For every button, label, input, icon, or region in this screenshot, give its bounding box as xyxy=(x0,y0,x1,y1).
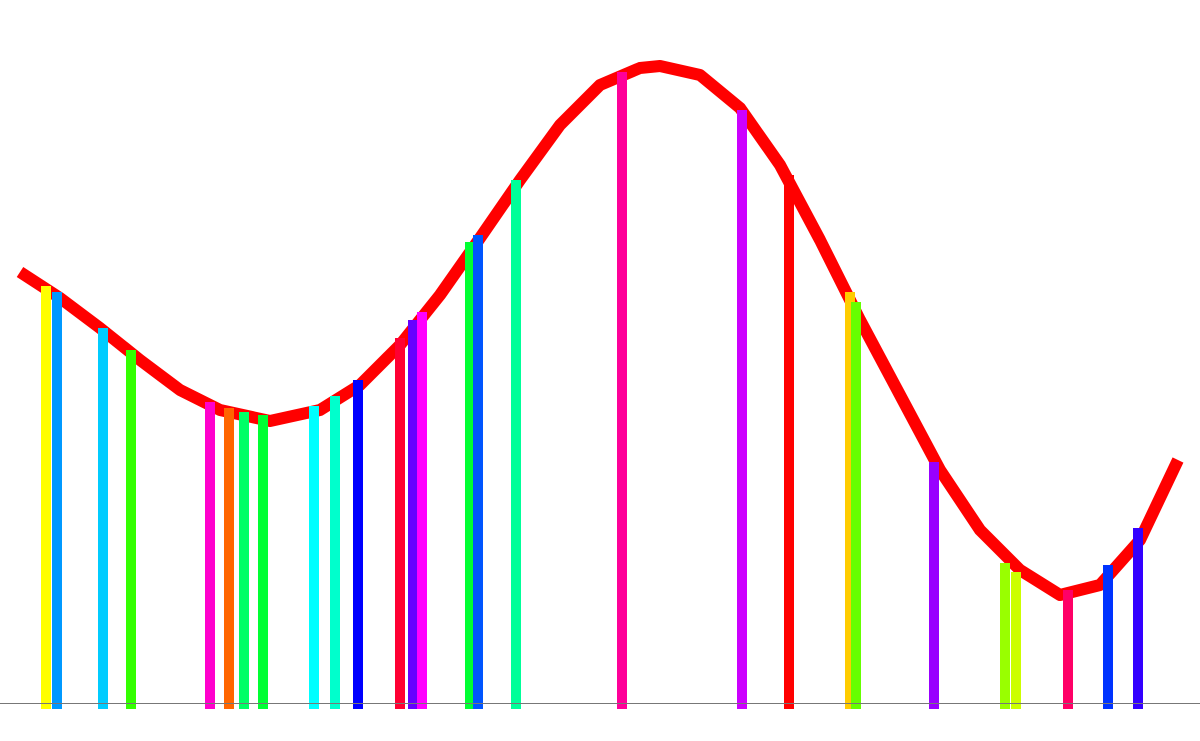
bar xyxy=(395,338,405,709)
bar xyxy=(1000,563,1010,709)
bar xyxy=(1011,572,1021,709)
bar xyxy=(851,302,861,709)
bar xyxy=(511,180,521,709)
bar xyxy=(417,312,427,709)
bar xyxy=(845,292,855,709)
bar xyxy=(408,320,418,709)
bar xyxy=(309,406,319,709)
bar xyxy=(330,396,340,709)
bar xyxy=(41,286,51,709)
bar xyxy=(98,328,108,709)
bar xyxy=(353,380,363,709)
curve xyxy=(16,60,1184,601)
bar-layer xyxy=(41,72,1143,709)
bar xyxy=(473,235,483,709)
bar xyxy=(1103,565,1113,709)
bar xyxy=(929,462,939,709)
bar xyxy=(737,110,747,709)
curve-layer xyxy=(16,60,1184,601)
bar xyxy=(784,175,794,709)
bar xyxy=(205,402,215,709)
bar xyxy=(126,350,136,709)
bar xyxy=(52,292,62,709)
bar xyxy=(258,415,268,709)
bar xyxy=(617,72,627,709)
bar xyxy=(1133,528,1143,709)
bar xyxy=(1063,590,1073,709)
bar xyxy=(465,242,475,709)
bar xyxy=(224,408,234,709)
bar xyxy=(239,412,249,709)
